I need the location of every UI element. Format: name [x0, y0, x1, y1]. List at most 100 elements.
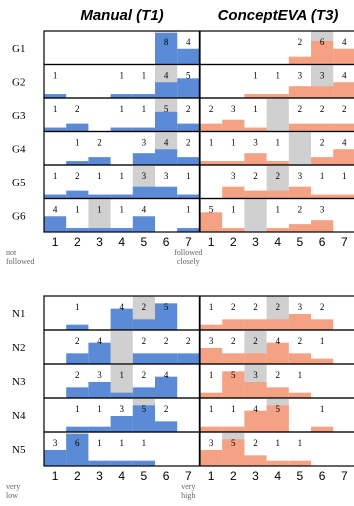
data-label: 2: [142, 336, 147, 346]
data-label: 5: [164, 302, 169, 312]
median-band: [110, 330, 133, 364]
data-label: 1: [97, 171, 102, 181]
bar: [266, 342, 289, 364]
bar: [311, 358, 334, 364]
x-tick-label: 5: [297, 235, 304, 249]
data-label: 1: [320, 336, 325, 346]
bar: [200, 123, 223, 132]
bar: [66, 123, 89, 132]
bar: [177, 194, 200, 199]
data-label: 5: [142, 404, 147, 414]
x-tick-label: 3: [96, 469, 103, 483]
data-label: 3: [253, 370, 258, 380]
row-label: N5: [12, 444, 26, 456]
data-label: 2: [320, 104, 325, 114]
bar: [200, 324, 223, 330]
bar: [88, 460, 111, 466]
bar: [200, 161, 223, 165]
data-label: 4: [342, 71, 347, 81]
bar: [177, 228, 200, 232]
bar: [66, 324, 89, 330]
x-tick-label: 5: [297, 469, 304, 483]
panel-cell-border: [43, 431, 200, 467]
data-label: 1: [209, 370, 214, 380]
data-label: 4: [119, 302, 124, 312]
bar: [266, 228, 289, 232]
condition-title-manual: Manual (T1): [80, 7, 163, 24]
bar: [311, 220, 334, 232]
data-label: 2: [253, 336, 258, 346]
data-label: 1: [275, 205, 280, 215]
low-anchor-label: followed: [6, 257, 34, 266]
bar: [200, 212, 223, 232]
bar: [222, 319, 245, 330]
bar: [132, 94, 155, 98]
bar: [311, 40, 334, 65]
x-tick-label: 3: [252, 469, 259, 483]
row-label: G5: [12, 177, 26, 189]
data-label: 2: [253, 302, 258, 312]
data-label: 3: [298, 71, 303, 81]
data-label: 4: [97, 336, 102, 346]
data-label: 1: [275, 138, 280, 148]
condition-title-concepteva: ConceptEVA (T3): [218, 7, 339, 24]
bar: [288, 314, 311, 330]
data-label: 2: [97, 138, 102, 148]
data-label: 4: [342, 138, 347, 148]
data-label: 3: [119, 404, 124, 414]
data-label: 1: [53, 104, 58, 114]
bar: [88, 228, 111, 232]
bar: [88, 426, 111, 432]
data-label: 5: [231, 370, 236, 380]
bar: [44, 127, 67, 132]
data-label: 6: [75, 438, 80, 448]
median-band: [88, 198, 111, 232]
bar: [110, 308, 133, 330]
data-label: 6: [320, 37, 325, 47]
low-anchor-label: not: [6, 248, 17, 257]
bar: [155, 111, 178, 132]
data-label: 3: [164, 171, 169, 181]
bar: [155, 303, 178, 330]
data-label: 1: [119, 370, 124, 380]
row-label: G2: [12, 76, 25, 88]
bar: [222, 371, 245, 398]
data-label: 1: [142, 438, 147, 448]
data-label: 3: [320, 205, 325, 215]
bar: [200, 450, 223, 466]
x-tick-label: 3: [252, 235, 259, 249]
bar: [66, 190, 89, 199]
x-tick-label: 7: [341, 235, 348, 249]
data-label: 2: [186, 138, 191, 148]
bar: [222, 353, 245, 364]
median-band: [110, 364, 133, 398]
data-label: 1: [119, 205, 124, 215]
bar: [66, 387, 89, 398]
data-label: 2: [164, 336, 169, 346]
data-label: 3: [298, 171, 303, 181]
bar: [177, 157, 200, 165]
data-label: 1: [97, 205, 102, 215]
data-label: 5: [275, 404, 280, 414]
data-label: 5: [209, 205, 214, 215]
bar: [132, 319, 155, 330]
data-label: 2: [209, 104, 214, 114]
data-label: 5: [231, 438, 236, 448]
row-label: G1: [12, 43, 25, 55]
data-label: 1: [320, 171, 325, 181]
x-tick-label: 1: [208, 469, 215, 483]
bar: [88, 194, 111, 199]
data-label: 1: [209, 138, 214, 148]
bar: [244, 455, 267, 466]
data-label: 4: [253, 404, 258, 414]
bar: [288, 353, 311, 364]
bar: [132, 353, 155, 364]
bar: [44, 450, 67, 466]
x-tick-label: 1: [52, 469, 59, 483]
data-label: 2: [298, 205, 303, 215]
data-label: 3: [253, 138, 258, 148]
row-label: G4: [12, 143, 26, 155]
median-band: [266, 98, 289, 132]
x-tick-label: 4: [274, 235, 281, 249]
data-label: 1: [97, 404, 102, 414]
